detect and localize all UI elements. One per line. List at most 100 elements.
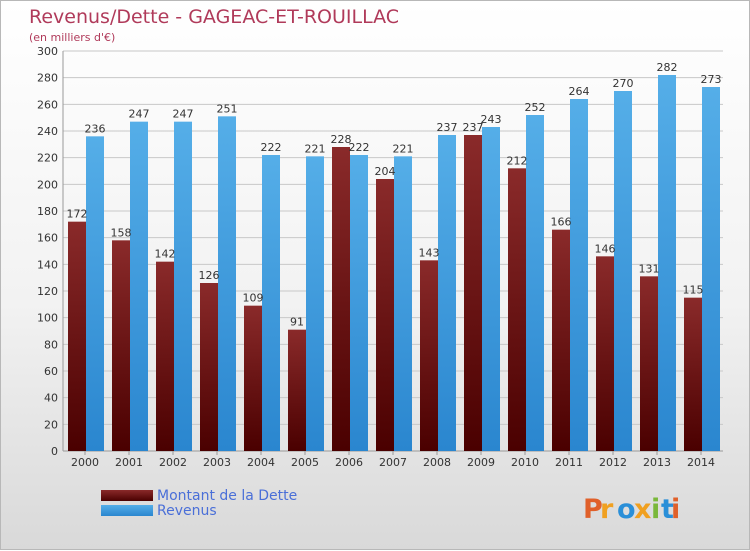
data-label-revenus-2007: 221	[393, 142, 414, 155]
bar-dette-2009	[464, 135, 482, 451]
logo-letter: x	[634, 494, 651, 525]
bar-revenus-2004	[262, 155, 280, 451]
bar-dette-2006	[332, 147, 350, 451]
bar-dette-2008	[420, 260, 438, 451]
x-tick-label: 2013	[643, 456, 671, 469]
data-label-dette-2008: 143	[419, 246, 440, 259]
x-tick-label: 2006	[335, 456, 363, 469]
x-tick-label: 2009	[467, 456, 495, 469]
legend-label-dette: Montant de la Dette	[157, 488, 297, 504]
data-label-revenus-2004: 222	[261, 141, 282, 154]
bar-dette-2004	[244, 305, 262, 451]
bar-dette-2014	[684, 297, 702, 451]
data-label-revenus-2001: 247	[129, 108, 150, 121]
data-label-dette-2002: 142	[155, 248, 176, 261]
data-label-revenus-2010: 252	[525, 101, 546, 114]
y-tick-label: 220	[37, 152, 58, 165]
data-label-dette-2001: 158	[111, 226, 132, 239]
bar-dette-2007	[376, 179, 394, 451]
y-tick-label: 260	[37, 98, 58, 111]
logo-letter: i	[671, 494, 680, 525]
bar-dette-2012	[596, 256, 614, 451]
data-label-dette-2005: 91	[290, 316, 304, 329]
data-label-dette-2006: 228	[331, 133, 352, 146]
x-tick-label: 2002	[159, 456, 187, 469]
proxiti-logo: Pr ox i ti	[583, 494, 680, 525]
y-tick-label: 140	[37, 258, 58, 271]
data-label-dette-2010: 212	[507, 154, 528, 167]
data-label-revenus-2014: 273	[701, 73, 722, 86]
data-label-revenus-2012: 270	[613, 77, 634, 90]
data-label-revenus-2003: 251	[217, 102, 238, 115]
y-tick-label: 20	[44, 418, 58, 431]
data-label-dette-2009: 237	[463, 121, 484, 134]
data-label-revenus-2000: 236	[85, 122, 106, 135]
bar-dette-2005	[288, 329, 306, 451]
bar-revenus-2007	[394, 156, 412, 452]
x-tick-label: 2001	[115, 456, 143, 469]
data-label-revenus-2011: 264	[569, 85, 590, 98]
bar-revenus-2009	[482, 127, 500, 451]
legend: Montant de la Dette Revenus	[101, 488, 297, 519]
logo-letter: i	[651, 494, 660, 525]
data-label-revenus-2006: 222	[349, 141, 370, 154]
bar-revenus-2013	[658, 75, 676, 451]
x-tick-label: 2008	[423, 456, 451, 469]
bar-revenus-2000	[86, 136, 104, 452]
y-axis-ticks: 0 20 40 60 80 100 120 140 160 180 200 220 240 260 280 3…	[37, 45, 58, 458]
data-labels: 1722361582471422471262511092229122122822…	[67, 61, 722, 329]
data-label-dette-2007: 204	[375, 165, 396, 178]
data-label-dette-2012: 146	[595, 242, 616, 255]
y-tick-label: 40	[44, 392, 58, 405]
data-label-dette-2014: 115	[683, 284, 704, 297]
y-tick-label: 60	[44, 365, 58, 378]
logo-letter: t	[661, 494, 674, 525]
bar-revenus-2012	[614, 91, 632, 451]
bar-revenus-2005	[306, 156, 324, 452]
y-tick-label: 300	[37, 45, 58, 58]
bar-dette-2013	[640, 276, 658, 451]
data-label-revenus-2008: 237	[437, 121, 458, 134]
legend-swatch-revenus	[101, 505, 153, 516]
x-tick-label: 2000	[71, 456, 99, 469]
y-tick-label: 160	[37, 232, 58, 245]
data-label-revenus-2005: 221	[305, 142, 326, 155]
bar-revenus-2010	[526, 115, 544, 451]
bar-revenus-2002	[174, 121, 192, 452]
chart-subtitle: (en milliers d'€)	[29, 31, 115, 44]
logo-letter: P	[583, 494, 603, 525]
bar-dette-2010	[508, 168, 526, 452]
x-tick-label: 2010	[511, 456, 539, 469]
bar-revenus-2006	[350, 155, 368, 451]
bars	[68, 75, 720, 452]
data-label-revenus-2013: 282	[657, 61, 678, 74]
y-tick-label: 240	[37, 125, 58, 138]
bar-revenus-2001	[130, 121, 148, 452]
bar-dette-2001	[112, 240, 130, 451]
x-tick-label: 2007	[379, 456, 407, 469]
bar-dette-2002	[156, 261, 174, 451]
y-tick-label: 180	[37, 205, 58, 218]
x-tick-label: 2011	[555, 456, 583, 469]
data-label-dette-2000: 172	[67, 208, 88, 221]
bar-revenus-2014	[702, 87, 720, 451]
data-label-dette-2004: 109	[243, 292, 264, 305]
chart-title: Revenus/Dette - GAGEAC-ET-ROUILLAC	[29, 6, 399, 28]
y-tick-label: 100	[37, 312, 58, 325]
legend-swatch-dette	[101, 490, 153, 501]
x-axis-ticks: 2000 2001 2002 2003 2004 2005 2006 2007 2008 2009…	[71, 451, 715, 469]
data-label-dette-2013: 131	[639, 262, 660, 275]
x-tick-label: 2012	[599, 456, 627, 469]
data-label-dette-2003: 126	[199, 269, 220, 282]
bar-dette-2000	[68, 221, 86, 451]
y-tick-label: 120	[37, 285, 58, 298]
x-tick-label: 2014	[687, 456, 715, 469]
logo-letter: o	[617, 494, 636, 525]
y-tick-label: 200	[37, 178, 58, 191]
x-tick-label: 2005	[291, 456, 319, 469]
legend-label-revenus: Revenus	[157, 503, 217, 519]
data-label-revenus-2009: 243	[481, 113, 502, 126]
bar-dette-2011	[552, 229, 570, 451]
